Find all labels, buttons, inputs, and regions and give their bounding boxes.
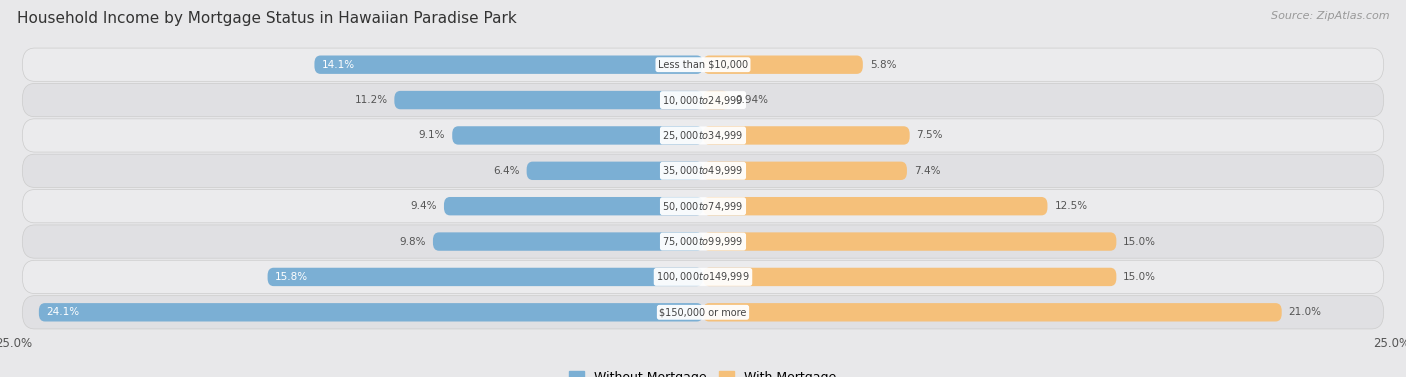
Text: 9.1%: 9.1% [419, 130, 446, 141]
FancyBboxPatch shape [703, 162, 907, 180]
Text: 15.8%: 15.8% [274, 272, 308, 282]
Text: 21.0%: 21.0% [1289, 307, 1322, 317]
FancyBboxPatch shape [703, 268, 1116, 286]
Text: Source: ZipAtlas.com: Source: ZipAtlas.com [1271, 11, 1389, 21]
Text: 15.0%: 15.0% [1123, 272, 1156, 282]
Text: $10,000 to $24,999: $10,000 to $24,999 [662, 93, 744, 107]
FancyBboxPatch shape [703, 232, 1116, 251]
Text: $35,000 to $49,999: $35,000 to $49,999 [662, 164, 744, 177]
Text: 14.1%: 14.1% [322, 60, 354, 70]
Text: 7.4%: 7.4% [914, 166, 941, 176]
Text: 24.1%: 24.1% [46, 307, 79, 317]
Text: 7.5%: 7.5% [917, 130, 943, 141]
FancyBboxPatch shape [444, 197, 703, 215]
FancyBboxPatch shape [22, 225, 1384, 258]
Text: 6.4%: 6.4% [494, 166, 520, 176]
Text: 12.5%: 12.5% [1054, 201, 1087, 211]
FancyBboxPatch shape [22, 296, 1384, 329]
Text: $50,000 to $74,999: $50,000 to $74,999 [662, 200, 744, 213]
Text: 9.8%: 9.8% [399, 236, 426, 247]
FancyBboxPatch shape [22, 260, 1384, 294]
FancyBboxPatch shape [22, 190, 1384, 223]
Text: 9.4%: 9.4% [411, 201, 437, 211]
FancyBboxPatch shape [394, 91, 703, 109]
Text: $25,000 to $34,999: $25,000 to $34,999 [662, 129, 744, 142]
FancyBboxPatch shape [315, 55, 703, 74]
FancyBboxPatch shape [703, 91, 728, 109]
Text: 5.8%: 5.8% [870, 60, 896, 70]
FancyBboxPatch shape [22, 119, 1384, 152]
Text: 0.94%: 0.94% [735, 95, 769, 105]
FancyBboxPatch shape [267, 268, 703, 286]
Legend: Without Mortgage, With Mortgage: Without Mortgage, With Mortgage [564, 366, 842, 377]
Text: $75,000 to $99,999: $75,000 to $99,999 [662, 235, 744, 248]
Text: $100,000 to $149,999: $100,000 to $149,999 [657, 270, 749, 284]
FancyBboxPatch shape [22, 154, 1384, 187]
Text: 15.0%: 15.0% [1123, 236, 1156, 247]
FancyBboxPatch shape [39, 303, 703, 322]
FancyBboxPatch shape [703, 197, 1047, 215]
FancyBboxPatch shape [703, 303, 1282, 322]
Text: 11.2%: 11.2% [354, 95, 388, 105]
FancyBboxPatch shape [453, 126, 703, 145]
FancyBboxPatch shape [22, 48, 1384, 81]
FancyBboxPatch shape [433, 232, 703, 251]
FancyBboxPatch shape [703, 126, 910, 145]
Text: Household Income by Mortgage Status in Hawaiian Paradise Park: Household Income by Mortgage Status in H… [17, 11, 516, 26]
FancyBboxPatch shape [527, 162, 703, 180]
Text: Less than $10,000: Less than $10,000 [658, 60, 748, 70]
FancyBboxPatch shape [703, 55, 863, 74]
FancyBboxPatch shape [22, 83, 1384, 117]
Text: $150,000 or more: $150,000 or more [659, 307, 747, 317]
